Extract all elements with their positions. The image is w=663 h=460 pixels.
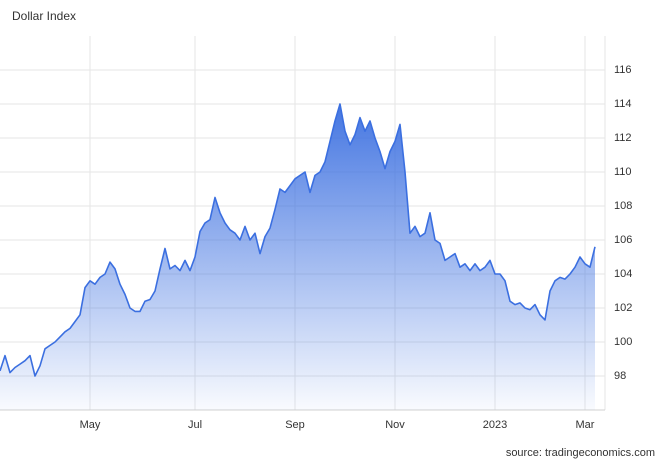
y-tick-label: 108: [614, 200, 632, 212]
x-tick-label: May: [80, 419, 101, 431]
x-tick-label: 2023: [483, 419, 507, 431]
y-tick-label: 114: [614, 98, 632, 110]
area: [0, 104, 595, 410]
x-tick-label: Mar: [576, 419, 595, 431]
x-tick-label: Sep: [285, 419, 305, 431]
line: [0, 103, 596, 377]
y-tick-label: 110: [614, 166, 632, 178]
y-tick-label: 116: [614, 64, 632, 76]
source: source: tradingeconomics.com: [506, 447, 655, 459]
x-tick-label: Jul: [188, 419, 202, 431]
y-tick-label: 106: [614, 234, 632, 246]
x-tick-label: Nov: [385, 419, 405, 431]
y-tick-label: 112: [614, 132, 632, 144]
y-tick-label: 104: [614, 268, 632, 280]
y-tick-label: 102: [614, 302, 632, 314]
chart-title: Dollar Index: [12, 9, 76, 23]
y-tick-label: 100: [614, 336, 632, 348]
y-tick-label: 98: [614, 370, 626, 382]
